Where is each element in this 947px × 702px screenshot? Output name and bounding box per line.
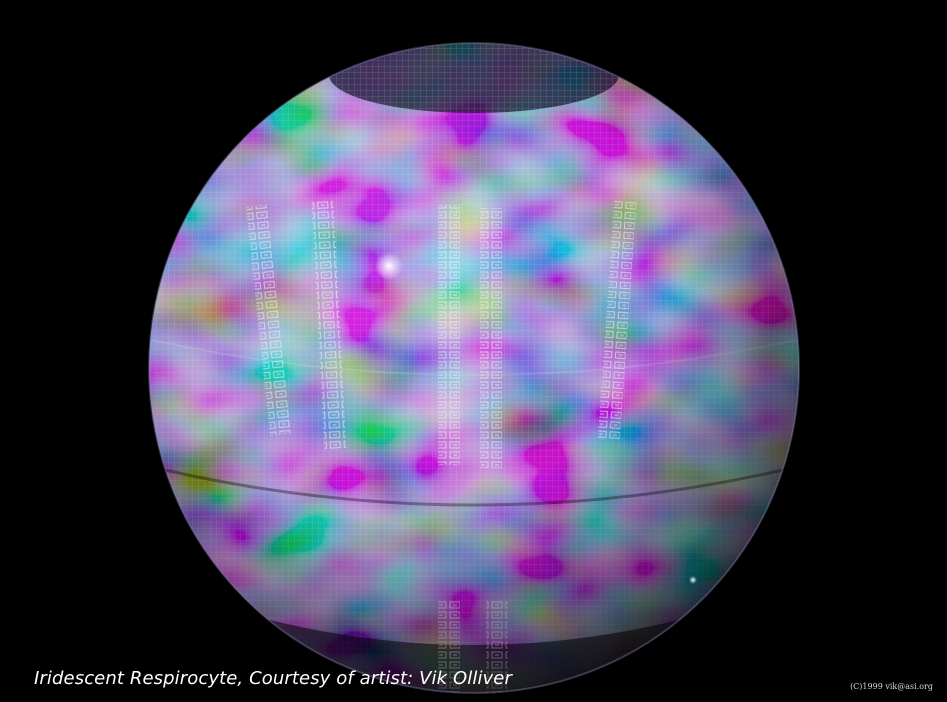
- copyright-notice: (C)1999 vik@asi.org: [850, 682, 933, 691]
- image-caption: Iridescent Respirocyte, Courtesy of arti…: [34, 668, 512, 689]
